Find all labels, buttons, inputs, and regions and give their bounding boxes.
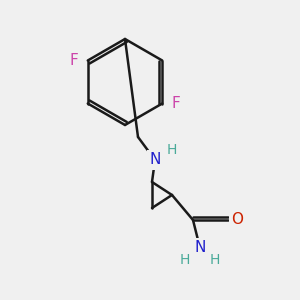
- Text: H: H: [210, 253, 220, 267]
- Text: N: N: [149, 152, 161, 167]
- Text: O: O: [231, 212, 243, 227]
- Text: H: H: [167, 143, 177, 157]
- Text: F: F: [69, 53, 78, 68]
- Text: F: F: [172, 96, 181, 111]
- Text: H: H: [180, 253, 190, 267]
- Text: N: N: [194, 241, 206, 256]
